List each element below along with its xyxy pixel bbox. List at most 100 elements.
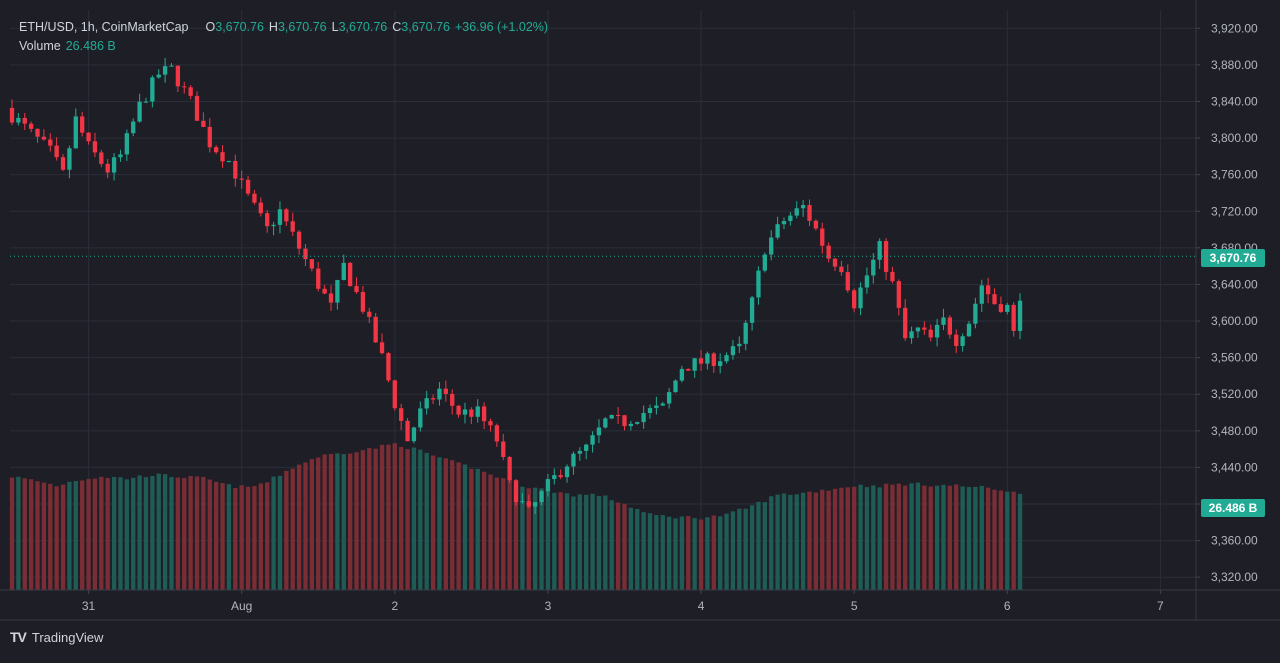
- volume-bar: [194, 476, 200, 590]
- volume-bar: [832, 488, 838, 590]
- candle-body: [737, 343, 742, 347]
- candle-body: [80, 116, 85, 133]
- volume-bar: [718, 516, 723, 590]
- volume-bar: [201, 476, 206, 590]
- volume-bar: [48, 483, 53, 590]
- volume-bar: [214, 481, 219, 590]
- candle-body: [813, 220, 819, 229]
- candle-body: [826, 245, 831, 259]
- volume-bar: [418, 449, 423, 590]
- volume-bar: [1005, 491, 1010, 590]
- volume-bar: [35, 481, 40, 590]
- volume-bar: [807, 491, 812, 590]
- volume-bar: [769, 496, 774, 590]
- volume-bar: [660, 515, 665, 590]
- candle-body: [756, 270, 761, 298]
- candle-body: [775, 224, 780, 238]
- candle-body: [347, 262, 353, 287]
- volume-bar: [105, 477, 110, 590]
- candle-body: [386, 353, 391, 381]
- volume-bar: [124, 479, 129, 590]
- candle-body: [864, 275, 870, 288]
- y-tick-label: 3,520.00: [1211, 387, 1258, 401]
- volume-bar: [775, 494, 780, 590]
- volume-bar: [494, 477, 500, 590]
- y-tick-label: 3,920.00: [1211, 21, 1258, 35]
- volume-label: Volume: [19, 39, 61, 53]
- volume-bar: [239, 485, 244, 590]
- candle-body: [858, 287, 863, 309]
- volume-bar: [188, 476, 193, 590]
- volume-bar: [724, 513, 729, 590]
- candle-body: [941, 317, 946, 325]
- candle-body: [188, 87, 193, 96]
- candle-body: [462, 409, 468, 415]
- candle-body: [1011, 304, 1016, 331]
- candle-body: [769, 237, 774, 255]
- y-tick-label: 3,840.00: [1211, 94, 1258, 108]
- volume-bar: [16, 476, 21, 590]
- candle-body: [807, 205, 812, 221]
- y-tick-label: 3,440.00: [1211, 460, 1258, 474]
- symbol-title[interactable]: ETH/USD, 1h, CoinMarketCap: [19, 20, 189, 34]
- candle-body: [692, 358, 697, 371]
- candle-body: [354, 286, 359, 293]
- candle-body: [877, 241, 882, 260]
- volume-bar: [252, 486, 257, 590]
- tradingview-logo-icon: TV: [10, 629, 27, 645]
- volume-bar: [705, 517, 710, 590]
- volume-bar: [475, 468, 480, 590]
- candle-body: [647, 408, 653, 413]
- volume-bar: [609, 500, 614, 590]
- candle-body: [839, 266, 844, 273]
- candle-body: [903, 307, 908, 339]
- volume-bar: [437, 457, 442, 590]
- candle-body: [265, 213, 270, 227]
- candle-body: [443, 388, 448, 394]
- candle-body: [590, 435, 595, 445]
- candle-body: [35, 128, 40, 137]
- candle-body: [666, 392, 672, 404]
- candle-body: [992, 294, 997, 305]
- candle-body: [488, 421, 493, 426]
- volume-bar: [647, 513, 653, 590]
- volume-bar: [743, 508, 748, 590]
- volume-bar: [584, 494, 589, 590]
- volume-bar: [960, 486, 965, 590]
- candle-body: [277, 209, 283, 225]
- y-tick-label: 3,320.00: [1211, 570, 1258, 584]
- volume-bar: [373, 448, 378, 590]
- candle-body: [947, 317, 953, 335]
- candle-body: [501, 441, 506, 458]
- volume-bar: [182, 477, 187, 590]
- volume-bar: [596, 495, 602, 590]
- candle-body: [424, 398, 429, 409]
- candle-body: [852, 290, 857, 309]
- candle-body: [92, 141, 98, 153]
- candle-body: [284, 209, 289, 222]
- y-tick-label: 3,360.00: [1211, 534, 1258, 548]
- volume-bar: [162, 474, 168, 590]
- candle-body: [290, 221, 295, 232]
- volume-bar: [679, 516, 685, 590]
- volume-bar: [469, 468, 474, 590]
- close-label: C: [392, 20, 402, 34]
- volume-bar: [80, 480, 85, 590]
- candle-body: [143, 101, 149, 103]
- volume-bar: [386, 444, 391, 590]
- tradingview-brand[interactable]: TV TradingView: [10, 629, 103, 645]
- volume-bar: [590, 493, 595, 590]
- volume-bar: [526, 488, 531, 590]
- volume-bar: [839, 487, 844, 590]
- candle-body: [322, 288, 327, 294]
- open-label: O: [205, 20, 216, 34]
- volume-bar: [826, 490, 831, 590]
- volume-bar: [577, 494, 582, 590]
- volume-bar: [864, 487, 870, 590]
- candle-body: [131, 121, 136, 134]
- candle-body: [526, 501, 531, 507]
- candle-body: [86, 132, 91, 142]
- volume-bar: [379, 444, 385, 590]
